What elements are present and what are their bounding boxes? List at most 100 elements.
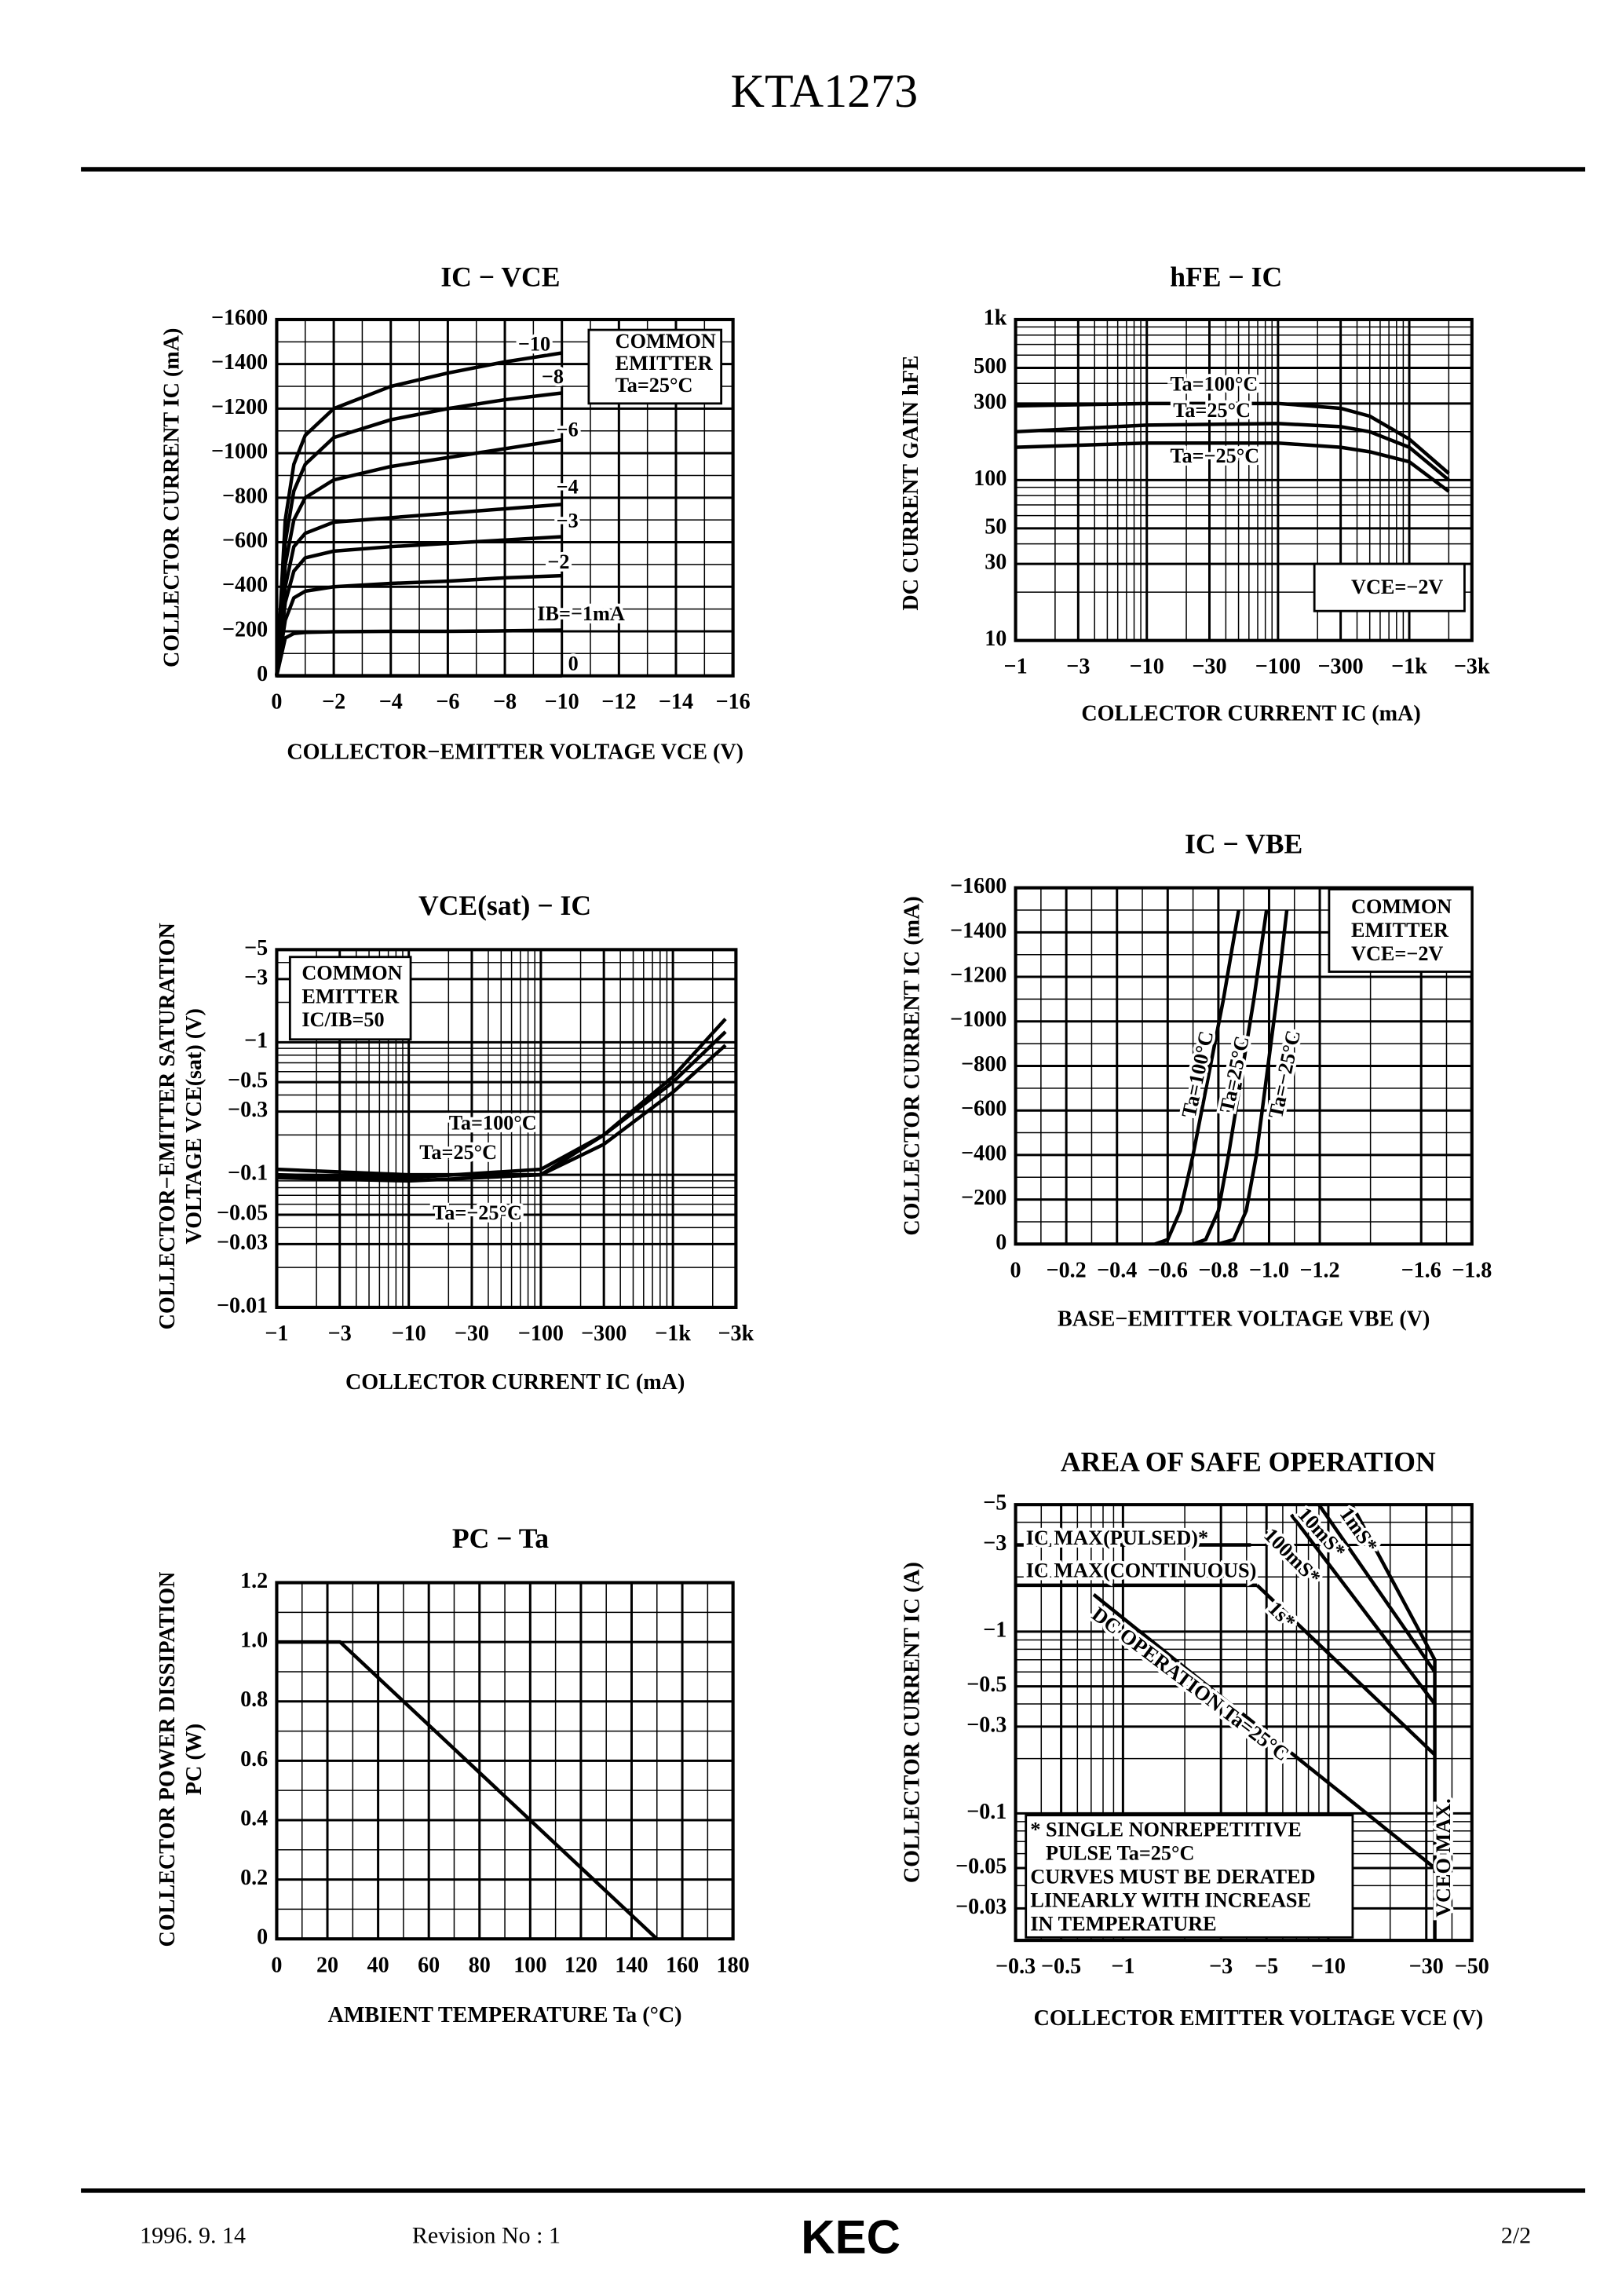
y-tick-label: −0.05 (955, 1854, 1006, 1878)
x-tick-label: −12 (601, 690, 636, 715)
y-axis-label: PC (W) (182, 1724, 206, 1795)
x-tick-label: 100 (513, 1953, 546, 1977)
y-tick-label: 0 (257, 662, 268, 686)
annotation-text: EMITTER (616, 352, 714, 375)
series-line (276, 1030, 727, 1180)
y-tick-label: −1400 (211, 350, 268, 375)
series-label: −2 (547, 550, 569, 573)
x-tick-label: 180 (717, 1953, 750, 1977)
series-label: IB=−1mA (537, 602, 625, 625)
x-tick-label: −100 (1255, 655, 1301, 679)
annotation-box (1025, 1814, 1354, 1939)
y-axis-label: COLLECTOR CURRENT IC (A) (901, 1562, 925, 1883)
y-tick-label: −1000 (211, 440, 268, 464)
annotation-text: COMMON (616, 330, 716, 353)
series-line (1015, 441, 1450, 493)
series-label: −3 (557, 510, 579, 532)
y-tick-label: −800 (222, 484, 268, 508)
series-line (1350, 1504, 1437, 1661)
series-label: Ta=100°C (449, 1111, 537, 1134)
series-line (275, 351, 563, 676)
y-tick-label: −3 (983, 1531, 1006, 1556)
chart-title: AREA OF SAFE OPERATION (1061, 1446, 1436, 1478)
x-tick-label: −10 (1130, 655, 1164, 679)
y-axis-label: COLLECTOR POWER DISSIPATION (155, 1572, 180, 1947)
y-tick-label: −600 (222, 528, 268, 553)
series-line (1092, 1592, 1436, 1870)
annotation-box (1328, 888, 1474, 973)
x-axis-label: COLLECTOR−EMITTER VOLTAGE VCE (V) (287, 740, 743, 764)
y-tick-label: −1200 (211, 395, 268, 419)
chart-title: VCE(sat) − IC (418, 890, 591, 921)
x-tick-label: −30 (1192, 655, 1226, 679)
x-tick-label: −3 (1066, 655, 1090, 679)
x-tick-label: −3 (1209, 1954, 1233, 1979)
series-line (275, 503, 562, 676)
series-line (276, 1044, 727, 1177)
y-tick-label: −1 (983, 1618, 1006, 1642)
x-tick-label: −1.8 (1452, 1258, 1492, 1282)
y-tick-label: −0.03 (955, 1895, 1006, 1919)
y-axis-label: COLLECTOR CURRENT IC (mA) (901, 896, 925, 1235)
x-axis-label: COLLECTOR EMITTER VOLTAGE VCE (V) (1034, 2006, 1484, 2031)
y-tick-label: −200 (222, 617, 268, 642)
annotation-box (1313, 562, 1466, 612)
x-tick-label: −1k (1391, 655, 1427, 679)
x-tick-label: −0.5 (1041, 1954, 1081, 1979)
x-tick-label: −3k (718, 1322, 754, 1346)
y-tick-label: −0.5 (966, 1673, 1006, 1697)
x-tick-label: −1.6 (1401, 1258, 1441, 1282)
x-tick-label: 0 (271, 690, 282, 715)
y-tick-label: −600 (961, 1097, 1006, 1121)
y-tick-label: −200 (961, 1186, 1006, 1210)
x-tick-label: −1k (655, 1322, 691, 1346)
annotation-text: VCE=−2V (1351, 942, 1443, 965)
x-tick-label: −0.6 (1148, 1258, 1188, 1282)
x-tick-label: −2 (322, 690, 345, 715)
series-label: Ta=−25°C (433, 1201, 522, 1224)
x-axis-label: AMBIENT TEMPERATURE Ta (°C) (328, 2003, 682, 2027)
y-tick-label: −1600 (950, 874, 1006, 898)
annotation-text: COMMON (1351, 895, 1452, 918)
y-tick-label: −5 (244, 936, 268, 960)
series-label: IC MAX(PULSED)* (1026, 1526, 1208, 1549)
annotation-text: COMMON (301, 961, 402, 984)
plot-frame (275, 1581, 735, 1941)
x-tick-label: 160 (666, 1953, 699, 1977)
series-label: Ta=25°C (1173, 399, 1251, 422)
x-tick-label: 140 (615, 1953, 648, 1977)
footer-date: 1996. 9. 14 (140, 2223, 246, 2249)
annotation-text: IN TEMPERATURE (1030, 1912, 1216, 1935)
series-line (275, 628, 562, 677)
annotation-text: CURVES MUST BE DERATED (1030, 1865, 1315, 1888)
y-tick-label: 0.8 (240, 1687, 268, 1712)
chart-title: IC − VCE (440, 261, 560, 293)
x-axis-label: COLLECTOR CURRENT IC (mA) (345, 1370, 685, 1395)
x-tick-label: 0 (1010, 1258, 1021, 1282)
x-tick-label: −6 (436, 690, 459, 715)
x-tick-label: −3 (328, 1322, 352, 1346)
y-tick-label: 500 (974, 354, 1006, 378)
x-tick-label: −1 (1111, 1954, 1134, 1979)
y-tick-label: −1200 (950, 963, 1006, 988)
chart-title: PC − Ta (452, 1523, 549, 1554)
y-tick-label: 0.2 (240, 1866, 268, 1890)
y-tick-label: −0.01 (217, 1293, 268, 1318)
y-tick-label: 0 (995, 1230, 1006, 1255)
footer-page: 2/2 (1501, 2223, 1531, 2249)
y-tick-label: 0.4 (240, 1806, 268, 1830)
y-tick-label: −1000 (950, 1007, 1006, 1032)
y-tick-label: −1 (244, 1029, 268, 1053)
series-line (275, 391, 562, 676)
series-label: −8 (542, 365, 564, 388)
annotation-text: Ta=25°C (616, 374, 693, 397)
y-tick-label: 1k (984, 305, 1007, 330)
series-line (275, 437, 563, 676)
x-axis-label: BASE−EMITTER VOLTAGE VBE (V) (1058, 1307, 1430, 1331)
y-axis-label: VOLTAGE VCE(sat) (V) (182, 1008, 206, 1244)
series-line (1218, 909, 1289, 1246)
x-tick-label: 120 (564, 1953, 597, 1977)
series-line (1192, 909, 1269, 1246)
series-label: IC MAX(CONTINUOUS) (1026, 1559, 1257, 1581)
